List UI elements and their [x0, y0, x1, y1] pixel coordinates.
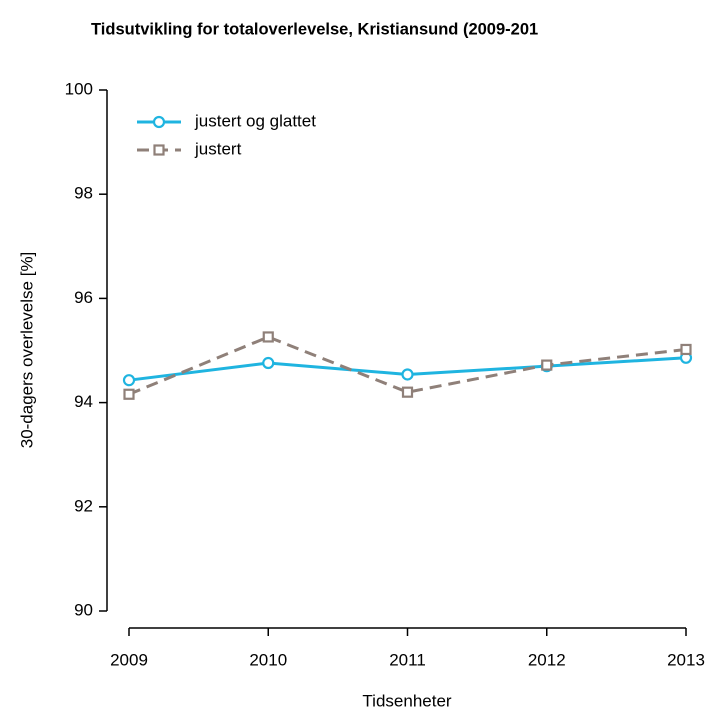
point [122, 374, 136, 387]
legend-label: justert og glattet [194, 111, 316, 130]
point [262, 331, 274, 343]
point [541, 359, 553, 371]
chart-title: Tidsutvikling for totaloverlevelse, Kris… [91, 20, 538, 38]
x-tick-label: 2010 [249, 650, 287, 669]
legend-label: justert [194, 139, 242, 158]
point [123, 388, 135, 400]
y-tick-label: 96 [74, 288, 93, 307]
legend-marker [152, 115, 166, 129]
y-tick-label: 94 [74, 392, 93, 411]
point [262, 356, 275, 370]
point [401, 386, 414, 398]
y-tick-label: 100 [65, 79, 93, 98]
point [680, 343, 692, 356]
point [401, 368, 414, 381]
x-tick-label: 2012 [528, 650, 566, 669]
y-tick-label: 90 [74, 600, 93, 619]
x-tick-label: 2009 [110, 650, 148, 669]
x-axis-label: Tidsenheter [362, 691, 451, 710]
x-tick-label: 2011 [389, 650, 426, 669]
x-tick-label: 2013 [667, 650, 705, 669]
y-tick-label: 98 [74, 184, 93, 203]
series-line [128, 335, 687, 396]
y-tick-label: 92 [74, 496, 93, 515]
y-axis-label: 30-dagers overlevelse [%] [17, 252, 36, 449]
legend-marker [153, 144, 165, 156]
